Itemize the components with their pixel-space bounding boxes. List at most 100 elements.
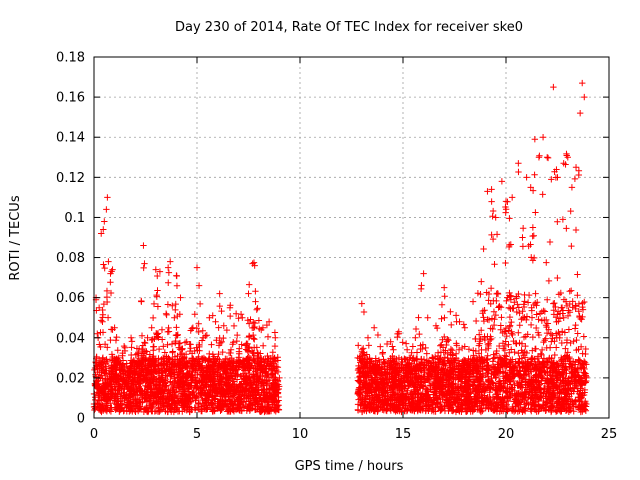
data-point [218,338,225,346]
data-point [230,322,238,330]
data-point [226,377,233,384]
data-point [192,385,200,392]
data-point [402,340,410,347]
data-point [250,259,258,266]
data-point [100,300,108,308]
data-point [250,335,257,342]
data-point [226,312,234,320]
data-point [125,384,132,392]
data-point [172,300,179,308]
data-point [164,301,172,308]
data-point [531,345,539,353]
data-point [104,314,112,321]
data-point [176,407,183,415]
data-point [94,330,101,337]
data-point [472,317,480,325]
data-point [161,349,169,356]
data-point [242,402,249,410]
data-point [172,306,179,314]
data-point [227,349,234,357]
data-point [509,331,516,339]
data-point [103,287,111,295]
data-point [97,317,105,324]
data-point [516,322,523,329]
data-point [151,355,159,363]
data-point [529,224,537,231]
data-point [264,333,272,340]
data-point [271,342,279,350]
data-point [269,349,277,356]
data-point [213,337,220,344]
data-point [252,298,259,305]
data-point [519,243,527,250]
data-point [108,351,116,358]
data-point [162,310,170,317]
data-point [575,167,583,174]
data-point [527,321,535,329]
data-point [528,314,536,321]
data-point [172,377,179,384]
data-point [491,260,498,268]
data-point [238,341,245,348]
data-point [193,264,201,271]
data-point [525,291,533,299]
data-point [245,320,253,327]
data-point [178,346,186,354]
data-point [489,207,497,215]
data-point [437,342,444,349]
data-point [259,342,267,349]
data-point [441,292,448,300]
data-point [128,344,135,351]
data-point [123,360,130,367]
data-point [423,350,430,357]
data-point [142,356,150,363]
data-point [167,378,174,385]
data-point [417,285,425,293]
data-point [506,215,513,222]
data-point [170,385,177,392]
data-point [412,325,420,333]
data-point [531,171,538,179]
data-point [196,300,204,308]
data-point [153,293,161,300]
data-point [103,293,111,301]
data-point [114,347,121,354]
data-point [215,350,222,358]
data-point [164,341,171,348]
data-point [244,317,252,324]
data-point [360,308,368,316]
data-point [245,290,252,297]
data-point [149,314,157,322]
data-point [390,346,397,353]
data-point [100,261,107,268]
data-point [166,356,173,363]
data-point [540,307,547,314]
data-point [565,326,573,333]
data-point [119,357,127,364]
data-point [171,314,178,321]
data-point [571,175,579,183]
data-point [105,258,112,265]
data-point [271,406,278,414]
data-point [179,345,186,352]
data-point [242,386,250,393]
data-points [90,79,590,416]
data-point [199,371,206,379]
data-point [465,346,473,353]
data-point [200,356,207,363]
data-point [255,359,263,366]
data-point [101,264,108,272]
data-point [246,281,253,288]
data-point [228,393,236,400]
data-point [438,301,446,308]
data-point [355,342,362,349]
data-point [165,324,172,332]
data-point [580,333,587,340]
data-point [138,332,146,339]
data-point [250,356,257,364]
data-point [165,269,173,276]
data-point [97,329,104,336]
data-point [140,264,147,272]
data-point [163,311,170,319]
